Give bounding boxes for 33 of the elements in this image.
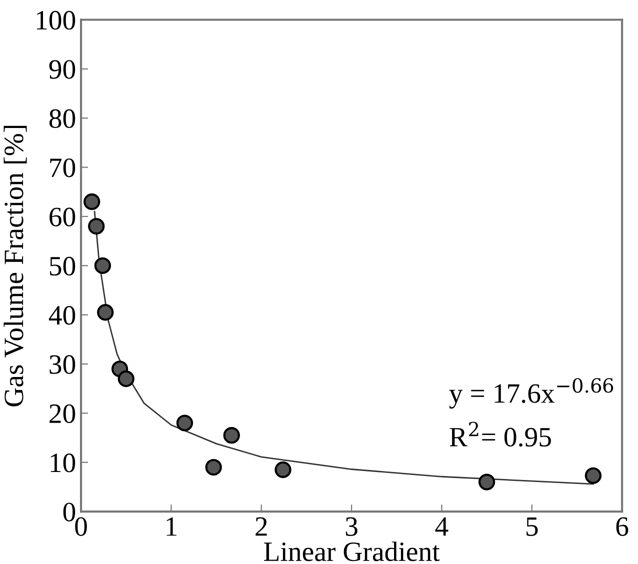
point (223, 426, 240, 444)
x-axis-title: Linear Gradient (264, 542, 440, 562)
y-tick-label: 50 (50, 256, 76, 276)
point (84, 193, 100, 210)
y-tick-label: 40 (48, 306, 76, 325)
y-tick-label: 100 (36, 10, 76, 30)
point (97, 304, 114, 321)
y-tick-label: 20 (50, 404, 76, 424)
x-tick-label: 4 (435, 517, 448, 536)
point (94, 257, 111, 274)
x-tick-label: 5 (526, 517, 538, 536)
point (205, 458, 222, 476)
x-tick-label: 2 (256, 517, 267, 536)
annotation: R$^{2}$= 0.95 (450, 422, 551, 447)
point (478, 474, 496, 490)
y-axis-title: Gas Volume Fraction [%] (4, 126, 27, 406)
y-tick-label: 0 (63, 502, 76, 522)
x-tick-label: 0 (75, 517, 87, 536)
point (88, 218, 105, 235)
point (274, 461, 292, 478)
y-tick-label: 60 (50, 208, 76, 226)
point (176, 414, 194, 432)
point (584, 467, 602, 484)
point (118, 370, 134, 388)
x-tick-label: 1 (166, 517, 176, 536)
annotation: y = 17.6x$^{−0.66}$ (449, 378, 614, 409)
y-tick-label: 70 (50, 158, 76, 178)
y-tick-label: 80 (49, 109, 76, 128)
y-tick-label: 30 (50, 355, 76, 374)
y-tick-label: 10 (50, 454, 76, 472)
x-tick-label: 3 (346, 517, 358, 536)
x-tick-label: 6 (616, 517, 628, 536)
y-tick-label: 90 (49, 60, 76, 79)
